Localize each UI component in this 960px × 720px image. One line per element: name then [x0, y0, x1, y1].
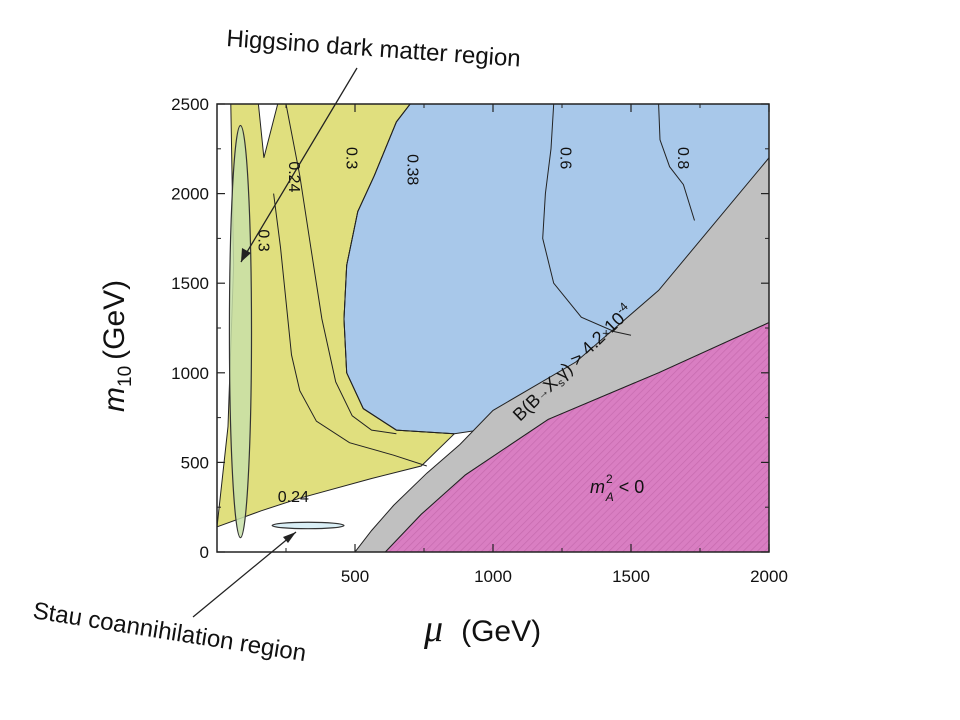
- magenta-region: [384, 322, 769, 552]
- higgsino-region: [228, 124, 253, 539]
- stau-arrow: [192, 531, 297, 618]
- x-axis-title: μ (GeV): [423, 608, 541, 650]
- contour-label: 0.38: [403, 154, 420, 185]
- contour-label: 0.24: [278, 489, 309, 506]
- region-layer: [217, 104, 769, 552]
- contour-0-3: [285, 104, 397, 435]
- y-tick-label: 2000: [171, 185, 209, 204]
- stau-arrowhead: [283, 532, 296, 543]
- stau-callout: Stau coannihilation region: [31, 597, 308, 667]
- y-tick-label: 1500: [171, 274, 209, 293]
- x-tick-label: 500: [341, 567, 369, 586]
- contour-label: 0.8: [674, 147, 691, 169]
- x-tick-label: 1500: [612, 567, 650, 586]
- higgsino-callout: Higgsino dark matter region: [226, 25, 522, 72]
- contour-0-24: [273, 193, 427, 467]
- x-tick-label: 1000: [474, 567, 512, 586]
- contour-label: 0.3: [254, 229, 271, 251]
- contour-layer: [273, 104, 695, 467]
- tick-layer: 500 1000 1500 2000 0 500 1000 1500 2000 2500: [171, 95, 788, 586]
- ma-negative-label: m2 A < 0: [590, 472, 644, 504]
- ellipse-layer: [228, 124, 345, 539]
- y-tick-label: 2500: [171, 95, 209, 114]
- y-axis-title: m10(GeV): [98, 280, 136, 412]
- contour-label: 0.6: [557, 147, 574, 169]
- x-tick-label: 2000: [750, 567, 788, 586]
- contour-label-layer: 0.24 0.3 0.38 0.6 0.8 0.3 0.24: [254, 147, 691, 506]
- stau-region: [271, 521, 345, 530]
- y-tick-label: 1000: [171, 364, 209, 383]
- contour-label: 0.3: [343, 147, 360, 169]
- contour-label: 0.24: [285, 161, 302, 192]
- y-tick-label: 0: [200, 543, 209, 562]
- contour-0-38: [343, 104, 455, 435]
- higgsino-arrowhead: [241, 248, 251, 262]
- higgsino-arrow: [240, 67, 358, 263]
- y-tick-label: 500: [181, 453, 209, 472]
- contour-0-6: [542, 104, 632, 336]
- white-notch-region: [257, 104, 279, 158]
- contour-0-8: [658, 104, 695, 221]
